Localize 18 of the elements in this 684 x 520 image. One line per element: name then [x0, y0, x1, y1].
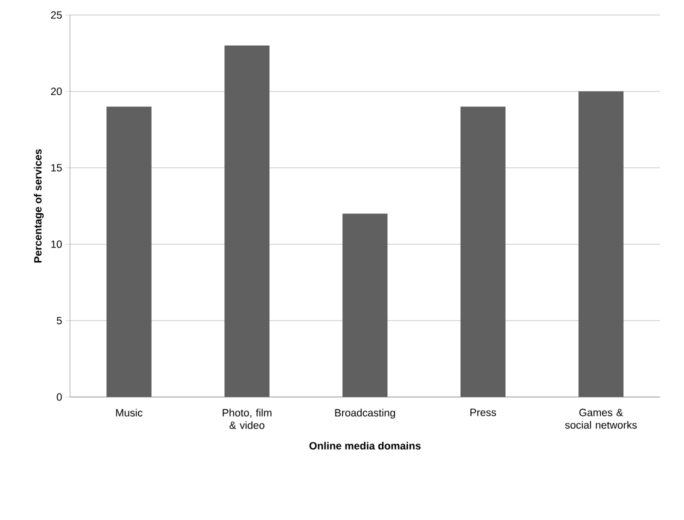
y-tick-label: 15 [51, 164, 62, 172]
bar [224, 46, 270, 397]
bar [460, 106, 506, 397]
x-tick-label: Photo, film & video [222, 408, 272, 429]
x-axis-title: Online media domains [309, 442, 421, 450]
x-tick-label: Press [470, 408, 496, 416]
y-tick-label: 0 [56, 393, 62, 401]
y-tick-label: 20 [51, 88, 62, 96]
bar [342, 214, 388, 397]
x-tick-label: Broadcasting [335, 408, 395, 419]
bar [106, 106, 152, 397]
x-tick-label: Music [116, 408, 142, 416]
y-tick-label: 5 [56, 316, 62, 324]
y-tick-label: 10 [51, 240, 62, 248]
y-axis-title: Percentage of services [34, 149, 44, 262]
x-tick-label: Games & social networks [565, 408, 637, 429]
y-tick-label: 25 [51, 11, 62, 19]
bar [578, 91, 624, 397]
